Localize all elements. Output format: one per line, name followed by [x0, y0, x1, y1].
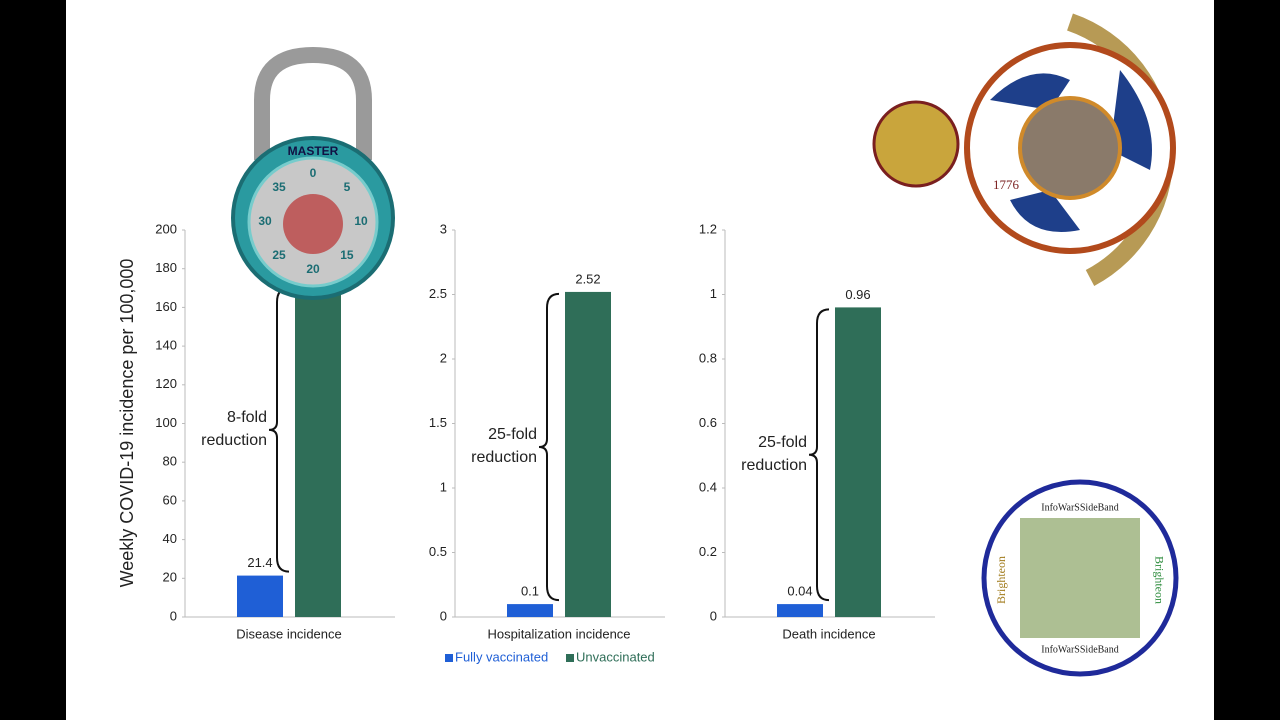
- data-label: 0.1: [521, 584, 539, 599]
- y-tick-label: 0.4: [699, 479, 717, 494]
- portrait: [1018, 96, 1122, 200]
- y-tick-label: 0: [710, 608, 717, 623]
- bar: [777, 604, 823, 617]
- y-tick-label: 20: [163, 570, 177, 585]
- annotation: reduction: [741, 457, 807, 474]
- dial-number: 25: [272, 248, 286, 262]
- data-label: 2.52: [575, 271, 600, 286]
- legend-swatch: [566, 654, 574, 662]
- brace: [268, 287, 290, 573]
- y-tick-label: 1: [440, 479, 447, 494]
- bar: [835, 307, 881, 617]
- y-tick-label: 1.5: [429, 415, 447, 430]
- x-tick-label: Death incidence: [782, 626, 875, 641]
- annotation: reduction: [471, 449, 537, 466]
- legend-label: Fully vaccinated: [455, 649, 548, 664]
- brace: [808, 308, 830, 602]
- y-tick-label: 0.2: [699, 544, 717, 559]
- logo-year: 1776: [993, 177, 1020, 192]
- y-tick-label: 0: [170, 608, 177, 623]
- y-tick-label: 80: [163, 454, 177, 469]
- y-tick-label: 100: [155, 415, 177, 430]
- logo: 1776: [872, 13, 1176, 286]
- bar: [237, 575, 283, 617]
- dial-number: 35: [272, 180, 286, 194]
- y-axis-title: Weekly COVID-19 incidence per 100,000: [117, 259, 137, 588]
- y-tick-label: 2.5: [429, 286, 447, 301]
- annotation: 25-fold: [488, 426, 537, 443]
- bar: [507, 604, 553, 617]
- annotation: reduction: [201, 432, 267, 449]
- y-tick-label: 0.8: [699, 350, 717, 365]
- bar: [295, 286, 341, 617]
- dial-number: 0: [310, 166, 317, 180]
- annotation: 8-fold: [227, 409, 267, 426]
- x-tick-label: Disease incidence: [236, 626, 342, 641]
- qr-top: InfoWarSSideBand: [1041, 502, 1119, 513]
- qr-code: [1020, 518, 1140, 638]
- dial-number: 20: [306, 262, 320, 276]
- virus: [283, 194, 343, 254]
- lock-brand: MASTER: [288, 144, 339, 158]
- qr-right: Brighteon: [1152, 556, 1166, 604]
- y-tick-label: 40: [163, 531, 177, 546]
- y-tick-label: 0.6: [699, 415, 717, 430]
- data-label: 21.4: [247, 555, 272, 570]
- dial-number: 30: [258, 214, 272, 228]
- lock-shackle: [254, 46, 372, 160]
- coin: [872, 100, 960, 188]
- y-tick-label: 160: [155, 299, 177, 314]
- dial-number: 10: [354, 214, 368, 228]
- dial-number: 5: [344, 180, 351, 194]
- qr-left: Brighteon: [994, 556, 1008, 604]
- y-tick-label: 180: [155, 260, 177, 275]
- bar: [565, 291, 611, 617]
- qr-bottom: InfoWarSSideBand: [1041, 644, 1119, 655]
- x-tick-label: Hospitalization incidence: [487, 626, 630, 641]
- dial-numbers: 0 5 10 15 20 25 30 35: [258, 166, 368, 276]
- y-tick-label: 200: [155, 221, 177, 236]
- y-tick-label: 3: [440, 221, 447, 236]
- y-tick-label: 140: [155, 338, 177, 353]
- data-label: 0.04: [787, 584, 812, 599]
- data-label: 0.96: [845, 287, 870, 302]
- annotation: 25-fold: [758, 434, 807, 451]
- brace: [538, 292, 560, 602]
- legend-label: Unvaccinated: [576, 649, 655, 664]
- legend-swatch: [445, 654, 453, 662]
- y-tick-label: 0.5: [429, 544, 447, 559]
- y-tick-label: 0: [440, 608, 447, 623]
- y-tick-label: 2: [440, 350, 447, 365]
- y-tick-label: 1.2: [699, 221, 717, 236]
- y-tick-label: 1: [710, 286, 717, 301]
- dial-number: 15: [340, 248, 354, 262]
- padlock: MASTER 0 5 10 15 20 25 30 35: [231, 46, 395, 300]
- y-tick-label: 120: [155, 376, 177, 391]
- qr-badge: InfoWarSSideBand InfoWarSSideBand Bright…: [981, 479, 1179, 677]
- y-tick-label: 60: [163, 492, 177, 507]
